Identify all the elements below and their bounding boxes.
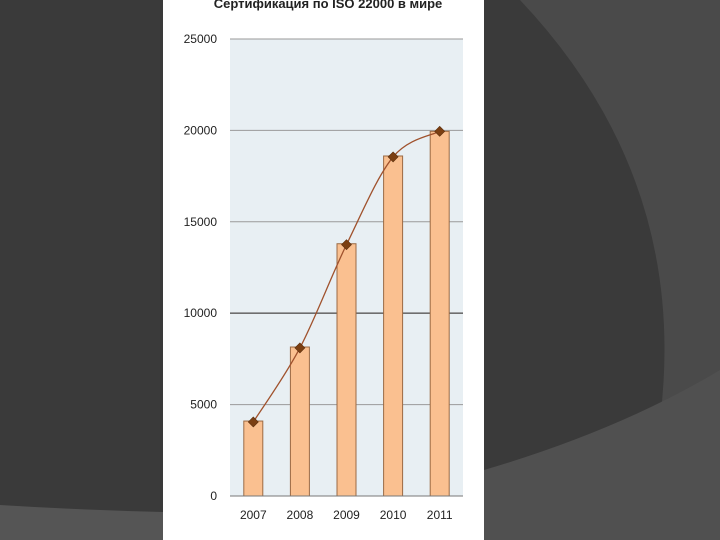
bars [243, 130, 450, 497]
diamond-marker [387, 151, 399, 163]
x-tick-label: 2009 [333, 508, 360, 522]
x-tick-label: 2011 [427, 508, 453, 522]
x-axis-tick-labels: 2007 2008 2009 2010 2011 [240, 508, 453, 522]
y-tick-label: 5000 [190, 398, 217, 412]
chart-title: Сертификация по ISO 22000 в мире [214, 0, 443, 11]
y-axis-tick-labels: 0 5000 10000 15000 20000 25000 [184, 32, 218, 503]
x-tick-label: 2008 [287, 508, 314, 522]
y-tick-label: 10000 [184, 306, 218, 320]
bar [429, 130, 450, 497]
diamond-marker [294, 342, 306, 354]
y-tick-label: 0 [210, 489, 217, 503]
y-tick-label: 15000 [184, 215, 218, 229]
bar [336, 243, 357, 497]
diamond-marker [434, 125, 446, 137]
diamond-marker [247, 416, 259, 428]
y-tick-label: 25000 [184, 32, 218, 46]
y-tick-label: 20000 [184, 123, 218, 137]
x-tick-label: 2010 [380, 508, 407, 522]
line-markers [247, 125, 446, 428]
bar [383, 155, 404, 497]
x-tick-label: 2007 [240, 508, 267, 522]
diamond-marker [341, 239, 352, 251]
bar [289, 346, 310, 497]
bar [243, 420, 264, 497]
